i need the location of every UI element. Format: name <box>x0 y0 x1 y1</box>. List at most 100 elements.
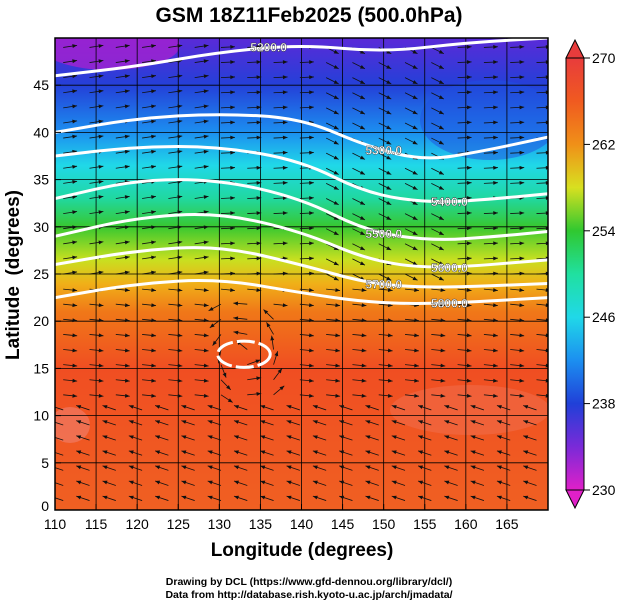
streamline-arrow <box>339 495 345 500</box>
streamline-arrow <box>177 363 183 368</box>
streamline-arrow <box>444 495 450 500</box>
streamline-arrow <box>155 420 161 424</box>
streamline-arrow <box>128 450 134 455</box>
streamline-arrow <box>177 149 183 154</box>
streamline-arrow <box>102 435 108 440</box>
contour-line <box>55 113 548 160</box>
streamline-arrow <box>493 303 498 308</box>
streamline-segment <box>536 288 548 291</box>
streamline-arrow <box>470 480 476 485</box>
streamline-arrow <box>102 465 108 470</box>
streamline-arrow <box>282 120 288 125</box>
streamline-segment <box>536 121 548 124</box>
height-contours: 5200.0 5300.0 5400.0 5500.0 5600.0 5700.0 5800… <box>55 38 548 369</box>
streamline-arrow <box>412 246 418 251</box>
streamline-arrow <box>203 255 209 260</box>
streamline-arrow <box>181 480 187 485</box>
streamline-arrow <box>496 405 502 409</box>
streamline-arrow <box>496 450 502 455</box>
streamline-arrow <box>333 140 339 145</box>
streamline-arrow <box>256 75 262 80</box>
streamline-arrow <box>339 420 345 424</box>
streamline-arrow <box>333 200 339 205</box>
streamline-arrow <box>151 89 156 94</box>
streamline-arrow <box>387 393 393 398</box>
streamline-arrow <box>414 393 419 398</box>
streamline-arrow <box>309 180 314 185</box>
streamline-arrow <box>286 495 292 500</box>
streamline-arrow <box>98 270 104 275</box>
streamline-arrow <box>438 65 444 69</box>
streamline-segment <box>536 257 548 260</box>
streamline-segment <box>55 482 64 486</box>
streamline-arrow <box>387 378 393 383</box>
streamline-arrow <box>203 104 209 109</box>
streamline-arrow <box>50 405 55 409</box>
streamline-arrow <box>519 165 525 170</box>
streamline-arrow <box>98 104 104 109</box>
x-axis-ticks: 110 115 120 125 130 135 140 145 150 155 160 165 <box>44 504 519 532</box>
streamline-arrow <box>438 125 444 130</box>
streamline-arrow <box>72 318 78 323</box>
streamline-arrow <box>102 405 108 409</box>
streamline-arrow <box>365 450 371 455</box>
streamline-arrow <box>155 480 161 485</box>
streamline-arrow <box>203 44 209 48</box>
streamline-arrow <box>76 480 82 485</box>
streamline-arrow <box>98 378 104 383</box>
streamline-arrow <box>256 180 262 185</box>
streamline-segment <box>55 406 64 411</box>
streamline-arrow <box>203 318 209 323</box>
streamline-arrow <box>418 450 424 455</box>
streamline-arrow <box>76 495 82 500</box>
streamline-arrow <box>181 450 187 455</box>
contour-line <box>55 279 548 305</box>
streamline-arrow <box>519 60 525 65</box>
streamline-arrow <box>493 393 498 398</box>
streamline-arrow <box>282 211 288 216</box>
streamline-arrow <box>76 405 82 409</box>
streamline-arrow <box>124 363 130 368</box>
streamline-arrow <box>414 333 419 338</box>
streamline-arrow <box>444 420 450 424</box>
streamline-arrow <box>438 170 444 175</box>
streamline-arrow <box>309 105 314 110</box>
streamline-arrow <box>309 271 314 276</box>
contour-line <box>55 213 548 269</box>
streamline-arrow <box>256 135 262 140</box>
closed-contour <box>216 339 272 369</box>
streamline-arrow <box>493 378 498 383</box>
streamline-arrow <box>279 385 285 391</box>
streamline-arrow <box>359 110 365 115</box>
streamline-segment <box>536 167 548 169</box>
streamline-arrow <box>359 246 365 251</box>
streamline-arrow <box>519 135 525 140</box>
streamline-arrow <box>440 288 446 292</box>
streamline-arrow <box>203 89 209 94</box>
streamline-arrow <box>418 495 424 500</box>
streamline-arrow <box>523 435 529 440</box>
streamline-arrow <box>230 211 235 216</box>
streamline-arrow <box>208 306 214 311</box>
streamline-arrow <box>312 465 318 470</box>
chart-title: GSM 18Z11Feb2025 (500.0hPa) <box>156 4 463 27</box>
streamline-arrow <box>387 333 393 338</box>
streamline-arrow <box>438 80 444 84</box>
streamline-arrow <box>333 170 339 175</box>
streamline-arrow <box>72 180 78 184</box>
streamline-arrow <box>98 318 104 323</box>
streamline-arrow <box>412 49 418 54</box>
streamline-arrow <box>233 450 239 455</box>
streamline-arrow <box>519 288 525 292</box>
streamline-arrow <box>440 393 446 398</box>
streamline-arrow <box>466 363 472 368</box>
streamline-arrow <box>207 450 213 455</box>
streamline-arrow <box>230 105 235 110</box>
streamline-arrow <box>440 378 446 383</box>
streamline-arrow <box>124 104 130 109</box>
streamline-arrow <box>203 288 209 292</box>
y-tick-label: 5 <box>41 455 49 471</box>
streamline-segment <box>536 242 548 245</box>
streamline-arrow <box>414 378 419 383</box>
streamline-arrow <box>282 271 288 276</box>
